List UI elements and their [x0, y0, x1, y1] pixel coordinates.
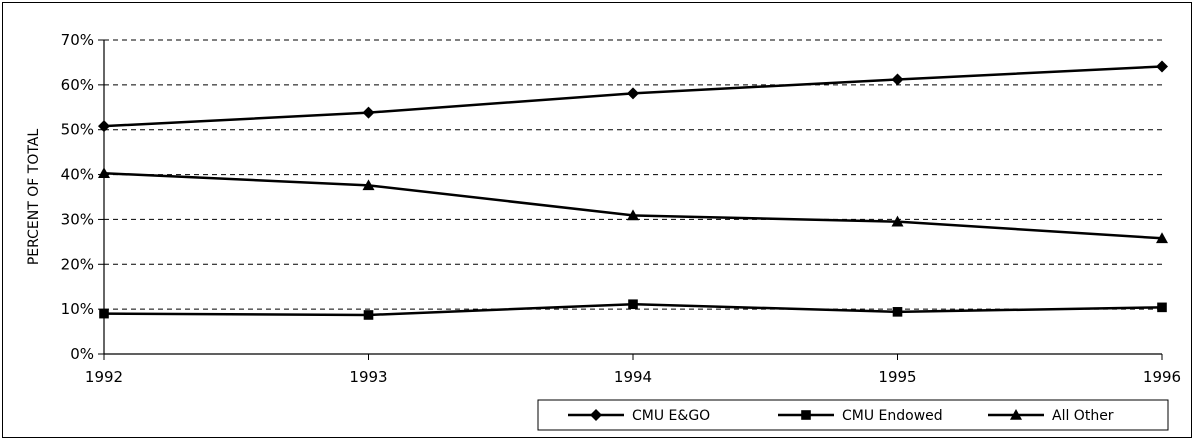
- data-point-all-other: [98, 167, 110, 179]
- gridlines: [104, 39, 1162, 310]
- data-point-all-other: [362, 179, 375, 191]
- data-point-all-other: [1156, 232, 1168, 244]
- data-point-cmu-e-go: [891, 73, 904, 86]
- x-tick-label: 1993: [349, 368, 387, 386]
- y-tick-label: 60%: [61, 76, 94, 94]
- data-point-cmu-e-go: [362, 106, 375, 119]
- x-tick-label: 1994: [614, 368, 652, 386]
- data-point-cmu-e-go: [1156, 60, 1168, 73]
- y-tick-label: 0%: [70, 345, 94, 363]
- series-line-all-other: [103, 171, 1163, 240]
- data-point-all-other: [891, 215, 904, 227]
- y-tick-label: 50%: [61, 121, 94, 139]
- data-point-cmu-e-go: [627, 87, 639, 100]
- axes: [98, 39, 1163, 360]
- data-point-cmu-endowed: [363, 310, 374, 320]
- y-tick-label: 30%: [61, 210, 94, 228]
- legend: CMU E&GO CMU Endowed All Other: [537, 399, 1169, 431]
- x-tick-labels: 1992 1993 1994 1995 1996: [85, 368, 1181, 386]
- y-tick-label: 40%: [61, 166, 94, 184]
- data-point-cmu-endowed: [99, 308, 109, 319]
- data-point-cmu-endowed: [892, 307, 903, 317]
- legend-marker: [1010, 409, 1022, 420]
- legend-box: [537, 399, 1169, 431]
- y-tick-label: 10%: [61, 300, 94, 318]
- y-tick-label: 70%: [61, 31, 94, 49]
- series-group: [98, 60, 1168, 320]
- y-tick-labels: 0% 10% 20% 30% 40% 50% 60% 70%: [61, 31, 94, 363]
- data-point-cmu-endowed: [628, 299, 638, 310]
- x-tick-label: 1995: [878, 368, 916, 386]
- y-axis-title: PERCENT OF TOTAL: [26, 129, 42, 266]
- data-point-all-other: [627, 209, 639, 221]
- legend-marker: [590, 409, 602, 421]
- data-point-cmu-e-go: [98, 120, 110, 133]
- x-tick-label: 1992: [85, 368, 123, 386]
- legend-label: CMU Endowed: [842, 408, 943, 424]
- legend-label: All Other: [1052, 408, 1114, 424]
- y-tick-label: 20%: [61, 255, 94, 273]
- legend-marker: [801, 410, 811, 420]
- legend-label: CMU E&GO: [632, 408, 710, 424]
- x-tick-label: 1996: [1143, 368, 1181, 386]
- data-point-cmu-endowed: [1157, 302, 1167, 313]
